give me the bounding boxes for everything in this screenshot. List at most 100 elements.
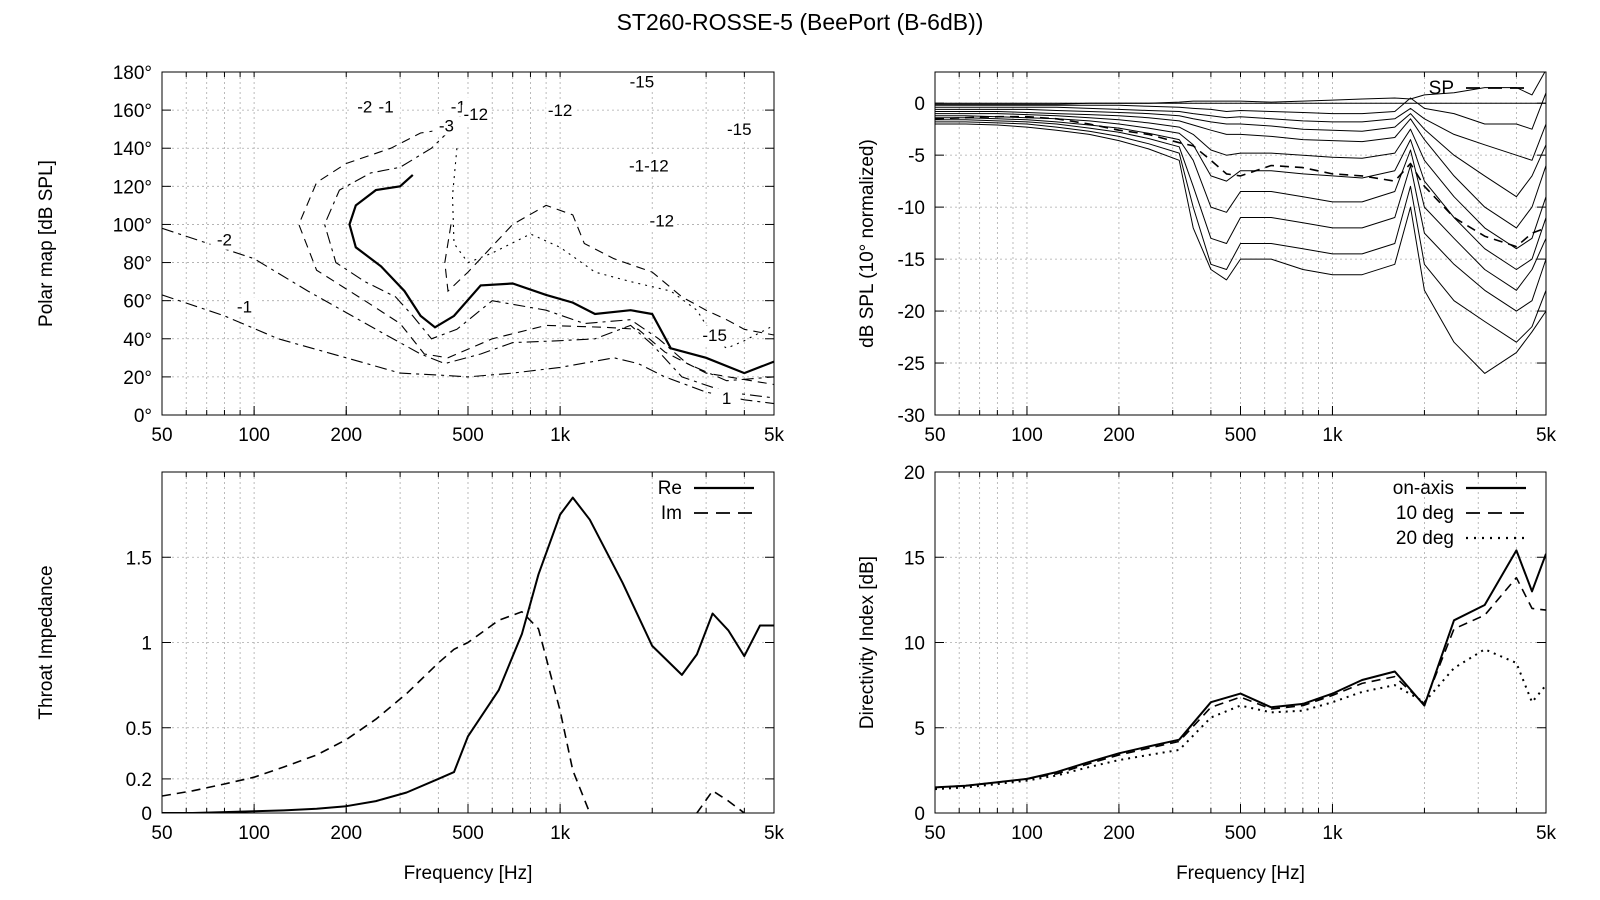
x-tick-label: 500 bbox=[452, 823, 484, 844]
x-tick-label: 200 bbox=[330, 425, 362, 446]
y-axis-label: Polar map [dB SPL] bbox=[36, 160, 57, 327]
x-tick-label: 5k bbox=[1536, 425, 1557, 446]
y-tick-label: 0° bbox=[134, 406, 152, 427]
x-tick-label: 100 bbox=[238, 425, 270, 446]
y-tick-label: 10 bbox=[904, 634, 925, 655]
y-tick-label: 1.5 bbox=[126, 548, 152, 569]
contour-line bbox=[162, 227, 774, 399]
contour-label: -12 bbox=[548, 101, 573, 120]
legend-label: on-axis bbox=[1393, 478, 1454, 499]
contour-label: -12 bbox=[463, 105, 488, 124]
contour-label: -2 bbox=[217, 231, 232, 250]
y-tick-label: 140° bbox=[113, 139, 152, 160]
legend-label: 20 deg bbox=[1396, 528, 1454, 549]
x-tick-label: 500 bbox=[452, 425, 484, 446]
contour-label-bg bbox=[350, 97, 379, 117]
contour-label: -15 bbox=[702, 326, 727, 345]
contour-label: 1 bbox=[722, 389, 731, 408]
series-line bbox=[935, 119, 1546, 312]
x-axis-label: Frequency [Hz] bbox=[404, 863, 533, 884]
contour-label: -15 bbox=[630, 73, 655, 92]
contour-label-bg bbox=[627, 72, 656, 92]
y-tick-label: 0.5 bbox=[126, 719, 152, 740]
x-tick-label: 5k bbox=[764, 425, 785, 446]
contour-label: -1-12 bbox=[629, 156, 669, 175]
series-line bbox=[935, 121, 1546, 343]
y-tick-label: 5 bbox=[914, 719, 925, 740]
x-tick-label: 100 bbox=[1011, 425, 1043, 446]
chart-impedance: 50 100 200 500 1k 5k 0 0.2 0.5 1 1.5 Throat Impedan… bbox=[36, 471, 785, 884]
legend-label: 10 deg bbox=[1396, 503, 1454, 524]
y-tick-label: 0.2 bbox=[126, 770, 152, 791]
series-line bbox=[935, 92, 1546, 130]
contour-label-bg bbox=[230, 297, 259, 317]
y-axis-label: dB SPL (10° normalized) bbox=[857, 139, 878, 348]
contour-label-bg bbox=[461, 104, 490, 124]
y-tick-label: -30 bbox=[898, 406, 925, 427]
contour-label: -1 bbox=[379, 97, 394, 116]
series-line bbox=[935, 115, 1546, 248]
legend-label: SP bbox=[1429, 78, 1454, 99]
contour-label-bg bbox=[546, 101, 575, 121]
x-tick-label: 5k bbox=[1536, 823, 1557, 844]
y-tick-label: 15 bbox=[904, 548, 925, 569]
x-tick-label: 500 bbox=[1225, 425, 1257, 446]
series-line bbox=[935, 72, 1546, 105]
x-axis-label: Frequency [Hz] bbox=[1176, 863, 1305, 884]
y-tick-label: 120° bbox=[113, 177, 152, 198]
x-tick-label: 1k bbox=[550, 823, 571, 844]
contour-label-bg bbox=[432, 116, 461, 136]
series-line bbox=[162, 611, 745, 813]
series-line bbox=[935, 117, 1546, 291]
y-tick-label: -5 bbox=[908, 146, 925, 167]
contour-label-bg bbox=[372, 97, 401, 117]
series-line bbox=[935, 123, 1546, 374]
x-tick-label: 50 bbox=[151, 823, 172, 844]
figure-title: ST260-ROSSE-5 (BeePort (B-6dB)) bbox=[617, 9, 984, 35]
plot-frame bbox=[161, 71, 775, 416]
series-line bbox=[935, 549, 1546, 789]
contour-label-bg bbox=[634, 156, 663, 176]
contour-line bbox=[451, 148, 774, 349]
x-tick-label: 200 bbox=[1103, 425, 1135, 446]
y-tick-label: 20 bbox=[904, 463, 925, 484]
x-tick-label: 50 bbox=[924, 823, 945, 844]
series-line bbox=[935, 576, 1546, 789]
contour-label-bg bbox=[210, 230, 239, 250]
y-axis-label: Throat Impedance bbox=[36, 565, 57, 719]
contour-label: -3 bbox=[439, 116, 454, 135]
y-tick-label: 0 bbox=[141, 804, 152, 825]
series-line bbox=[935, 113, 1546, 250]
x-tick-label: 200 bbox=[330, 823, 362, 844]
y-tick-label: 180° bbox=[113, 63, 152, 84]
y-tick-label: 40° bbox=[123, 330, 152, 351]
contour-line bbox=[298, 113, 774, 386]
x-tick-label: 100 bbox=[238, 823, 270, 844]
plot-area: -2-1-2 -1-3-1-12 -12-15-15-1-12-12-151 bbox=[162, 72, 774, 408]
y-tick-label: -10 bbox=[898, 198, 925, 219]
series-line bbox=[935, 111, 1546, 229]
contour-line bbox=[324, 128, 774, 382]
x-tick-label: 5k bbox=[764, 823, 785, 844]
contour-label-bg bbox=[700, 325, 729, 345]
y-tick-label: 60° bbox=[123, 292, 152, 313]
x-tick-label: 50 bbox=[924, 425, 945, 446]
contour-label: -12 bbox=[650, 212, 675, 231]
plot-frame bbox=[934, 471, 1547, 814]
plot-area bbox=[935, 72, 1546, 374]
x-tick-label: 1k bbox=[1322, 425, 1343, 446]
x-tick-label: 500 bbox=[1225, 823, 1257, 844]
contour-line bbox=[348, 174, 774, 375]
y-tick-label: 160° bbox=[113, 101, 152, 122]
plot-frame bbox=[161, 471, 775, 814]
y-axis-label: Directivity Index [dB] bbox=[857, 556, 878, 729]
contour-line bbox=[444, 204, 774, 336]
contour-label: -2 bbox=[357, 97, 372, 116]
chart-polar: 50 100 200 500 1k 5k 0° 20° 40° 60° 80° 100° 120° 140… bbox=[36, 63, 785, 446]
x-tick-label: 1k bbox=[1322, 823, 1343, 844]
contour-label-bg bbox=[647, 211, 676, 231]
x-tick-label: 50 bbox=[151, 425, 172, 446]
series-line bbox=[162, 496, 774, 813]
plot-area bbox=[162, 496, 774, 813]
